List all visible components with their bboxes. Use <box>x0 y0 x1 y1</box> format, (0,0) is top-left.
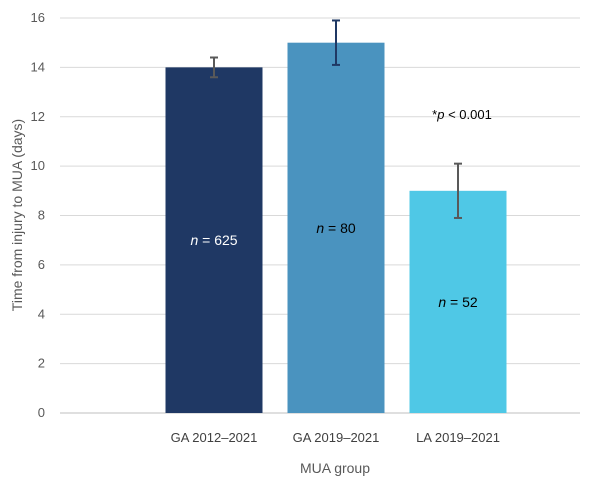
bar-data-label: n = 625 <box>190 232 237 248</box>
y-tick-label: 14 <box>31 59 45 74</box>
y-tick-label: 0 <box>38 405 45 420</box>
y-tick-label: 12 <box>31 109 45 124</box>
significance-annotation: *p < 0.001 <box>432 107 492 122</box>
y-tick-label: 10 <box>31 158 45 173</box>
error-bar <box>454 162 462 219</box>
bar-data-label: n = 52 <box>438 294 478 310</box>
y-tick-label: 4 <box>38 306 45 321</box>
bar-data-label: n = 80 <box>316 220 356 236</box>
bar <box>409 190 507 413</box>
category-labels: GA 2012–2021 GA 2019–2021 LA 2019–2021 <box>171 430 500 445</box>
y-tick-labels: 0 2 4 6 8 10 12 14 16 <box>31 10 45 420</box>
x-tick-label: GA 2019–2021 <box>293 430 380 445</box>
error-bar <box>332 19 340 66</box>
y-axis-title: Time from injury to MUA (days) <box>9 119 25 311</box>
y-tick-label: 2 <box>38 356 45 371</box>
y-tick-label: 6 <box>38 257 45 272</box>
x-axis-title: MUA group <box>300 460 370 476</box>
bar <box>165 67 263 413</box>
y-tick-label: 8 <box>38 208 45 223</box>
y-tick-label: 16 <box>31 10 45 25</box>
x-tick-label: GA 2012–2021 <box>171 430 258 445</box>
error-bars <box>210 19 462 219</box>
bars <box>165 42 507 413</box>
error-bar <box>210 56 218 79</box>
bar <box>287 42 385 413</box>
x-tick-label: LA 2019–2021 <box>416 430 500 445</box>
bar-labels: n = 625 n = 80 n = 52 <box>190 220 477 310</box>
